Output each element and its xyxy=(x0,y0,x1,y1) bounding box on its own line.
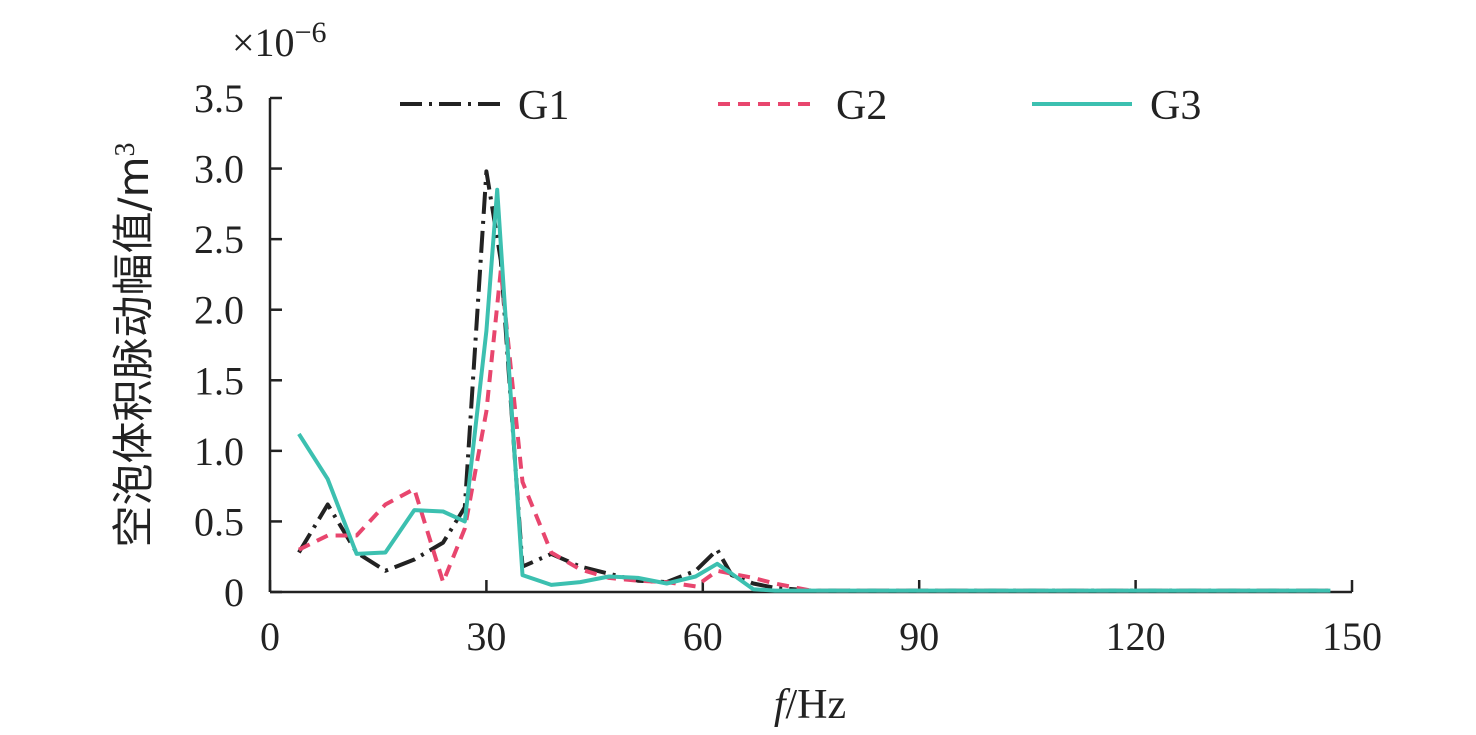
y-axis-label: 空泡体积脉动幅值/m3 xyxy=(109,142,158,547)
legend-label: G2 xyxy=(836,83,887,129)
y-tick-label: 3.0 xyxy=(194,147,244,192)
legend-label: G1 xyxy=(518,83,569,129)
series-layer xyxy=(297,169,1331,593)
y-tick-label: 2.5 xyxy=(194,217,244,262)
y-multiplier: ×10−6 xyxy=(232,16,326,65)
y-axis-label-text: 空泡体积脉动幅值/m xyxy=(109,156,158,547)
axes: 0 0.5 1.0 1.5 2.0 2.5 3.0 3.5 0 30 60 90 120 150 xyxy=(194,76,1382,659)
x-axis-label: f/Hz xyxy=(774,682,846,728)
legend-item-g1: G1 xyxy=(400,83,569,129)
x-tick-label: 0 xyxy=(260,614,280,659)
y-tick-label: 1.5 xyxy=(194,358,244,403)
legend: G1 G2 G3 xyxy=(400,83,1201,129)
series-line-g1 xyxy=(297,169,1331,593)
series-line-g3 xyxy=(297,187,1331,593)
y-multiplier-exp: −6 xyxy=(295,16,327,49)
x-tick-label: 60 xyxy=(683,614,723,659)
x-tick-label: 90 xyxy=(899,614,939,659)
y-tick-label: 0 xyxy=(224,570,244,615)
x-tick-label: 150 xyxy=(1322,614,1382,659)
legend-item-g2: G2 xyxy=(718,83,887,129)
legend-label: G3 xyxy=(1150,83,1201,129)
y-multiplier-base: ×10 xyxy=(232,20,295,65)
x-axis-label-unit: /Hz xyxy=(786,682,847,728)
series-line-g2 xyxy=(298,268,1331,593)
y-tick-label: 2.0 xyxy=(194,288,244,333)
x-tick-label: 120 xyxy=(1106,614,1166,659)
y-tick-label: 3.5 xyxy=(194,76,244,121)
y-tick-label: 1.0 xyxy=(194,429,244,474)
legend-item-g3: G3 xyxy=(1032,83,1201,129)
y-tick-label: 0.5 xyxy=(194,499,244,544)
x-tick-label: 30 xyxy=(466,614,506,659)
y-axis-label-sup: 3 xyxy=(110,142,141,156)
